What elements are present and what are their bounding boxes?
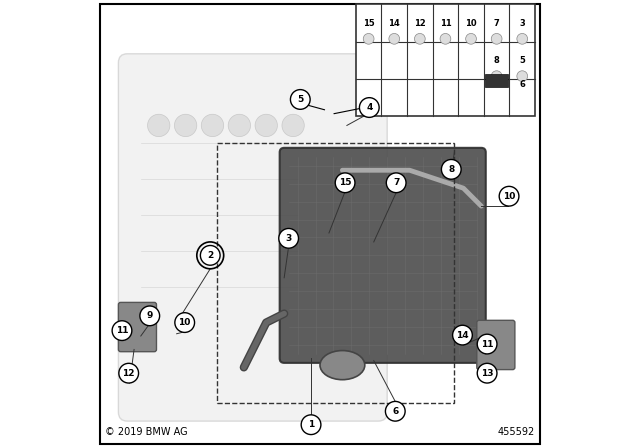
Circle shape bbox=[282, 114, 305, 137]
Ellipse shape bbox=[320, 350, 365, 380]
Text: 2: 2 bbox=[207, 251, 213, 260]
Text: 10: 10 bbox=[465, 19, 477, 28]
Circle shape bbox=[335, 173, 355, 193]
Circle shape bbox=[415, 34, 425, 44]
FancyBboxPatch shape bbox=[477, 320, 515, 370]
Circle shape bbox=[148, 114, 170, 137]
Text: 15: 15 bbox=[339, 178, 351, 187]
Text: 1: 1 bbox=[308, 420, 314, 429]
Text: 3: 3 bbox=[520, 19, 525, 28]
Text: 455592: 455592 bbox=[498, 427, 535, 437]
Circle shape bbox=[442, 159, 461, 179]
Text: 11: 11 bbox=[481, 340, 493, 349]
FancyBboxPatch shape bbox=[118, 54, 387, 421]
Circle shape bbox=[385, 401, 405, 421]
Bar bbox=[486, 74, 508, 87]
Circle shape bbox=[452, 325, 472, 345]
Text: 11: 11 bbox=[116, 326, 128, 335]
Circle shape bbox=[517, 71, 527, 82]
Circle shape bbox=[466, 34, 476, 44]
Circle shape bbox=[202, 114, 224, 137]
Text: 5: 5 bbox=[519, 56, 525, 65]
Text: © 2019 BMW AG: © 2019 BMW AG bbox=[105, 427, 188, 437]
Circle shape bbox=[279, 228, 298, 248]
Text: 4: 4 bbox=[366, 103, 372, 112]
Text: 7: 7 bbox=[494, 19, 499, 28]
Circle shape bbox=[389, 34, 399, 44]
Text: 14: 14 bbox=[388, 19, 400, 28]
Circle shape bbox=[517, 34, 527, 44]
Circle shape bbox=[477, 334, 497, 354]
Text: 8: 8 bbox=[494, 56, 499, 65]
Circle shape bbox=[112, 321, 132, 340]
Text: 10: 10 bbox=[179, 318, 191, 327]
Text: 15: 15 bbox=[363, 19, 374, 28]
Circle shape bbox=[492, 34, 502, 44]
Bar bbox=[356, 4, 535, 116]
Circle shape bbox=[364, 34, 374, 44]
Circle shape bbox=[492, 71, 502, 82]
Text: 6: 6 bbox=[392, 407, 398, 416]
Circle shape bbox=[201, 246, 219, 264]
Circle shape bbox=[440, 34, 451, 44]
Text: 5: 5 bbox=[297, 95, 303, 104]
Circle shape bbox=[301, 415, 321, 435]
Text: 12: 12 bbox=[122, 369, 135, 378]
Circle shape bbox=[499, 186, 519, 206]
Circle shape bbox=[387, 173, 406, 193]
Circle shape bbox=[360, 98, 379, 117]
Circle shape bbox=[140, 306, 159, 326]
FancyBboxPatch shape bbox=[280, 148, 486, 363]
Circle shape bbox=[477, 363, 497, 383]
FancyBboxPatch shape bbox=[118, 302, 157, 352]
Circle shape bbox=[228, 114, 251, 137]
Text: 14: 14 bbox=[456, 331, 468, 340]
Text: 8: 8 bbox=[448, 165, 454, 174]
Text: 13: 13 bbox=[481, 369, 493, 378]
Text: 7: 7 bbox=[393, 178, 399, 187]
Text: 11: 11 bbox=[440, 19, 451, 28]
Text: 3: 3 bbox=[285, 234, 292, 243]
Text: 10: 10 bbox=[503, 192, 515, 201]
Circle shape bbox=[255, 114, 278, 137]
Text: 9: 9 bbox=[147, 311, 153, 320]
Circle shape bbox=[175, 313, 195, 332]
Circle shape bbox=[200, 246, 220, 265]
Circle shape bbox=[291, 90, 310, 109]
Circle shape bbox=[175, 114, 197, 137]
Bar bbox=[217, 143, 454, 403]
Text: 12: 12 bbox=[414, 19, 426, 28]
Circle shape bbox=[119, 363, 139, 383]
Text: 6: 6 bbox=[519, 80, 525, 89]
